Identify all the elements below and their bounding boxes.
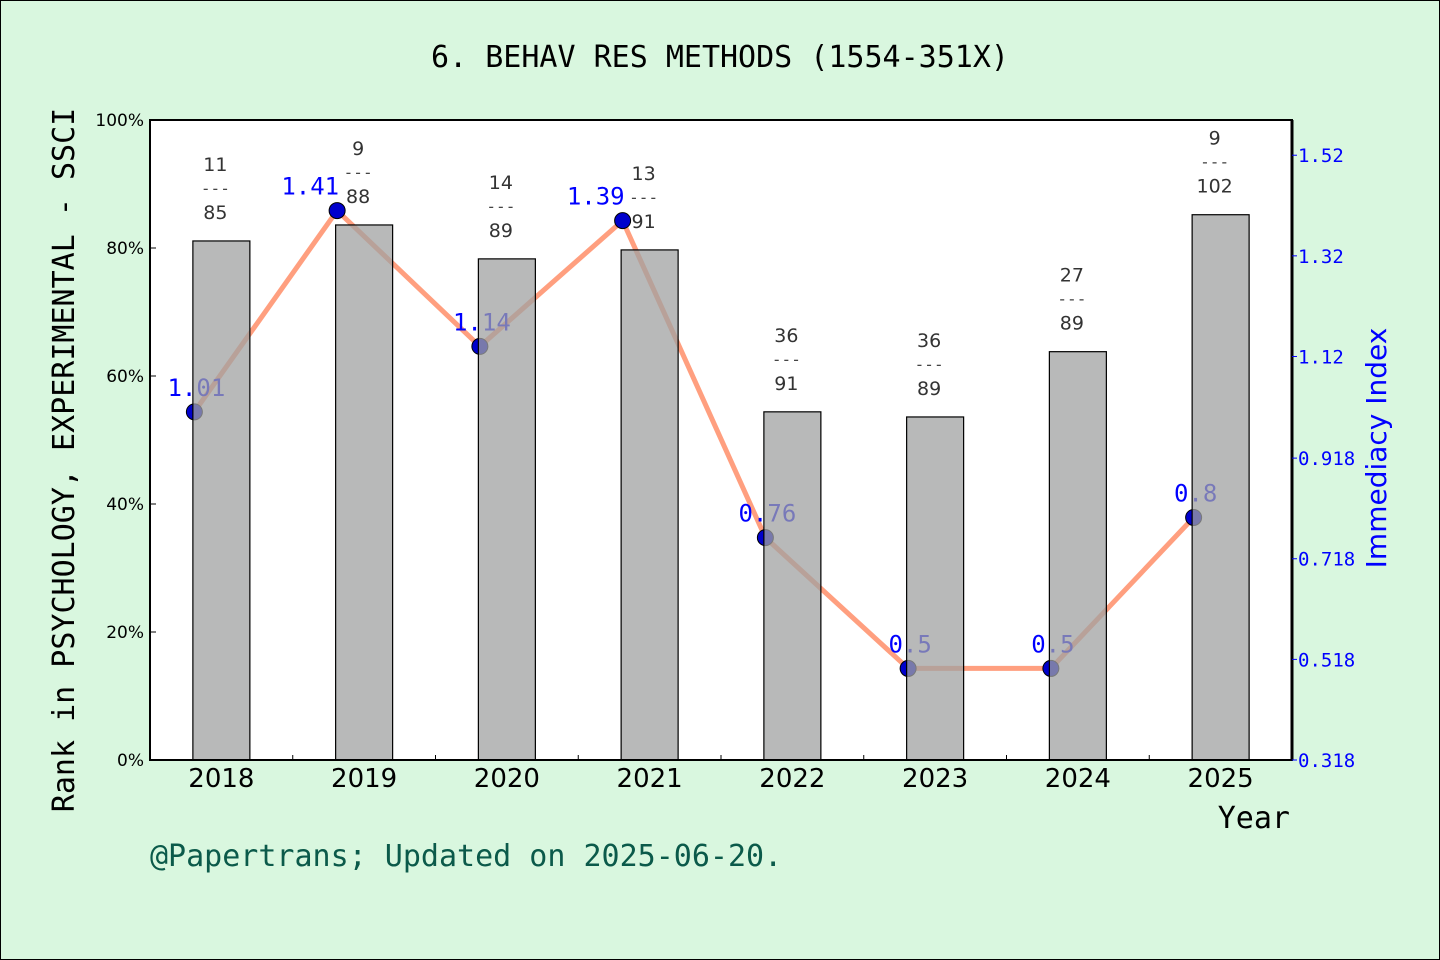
- rank-bar: [620, 249, 679, 761]
- rank-total: 102: [1196, 176, 1232, 198]
- rank-total: 91: [632, 211, 656, 233]
- rank-label: 11: [203, 154, 227, 176]
- x-tick-label: 2022: [759, 764, 825, 794]
- rank-bar: [192, 240, 251, 761]
- y-right-tick-label: 1.52: [1298, 145, 1344, 167]
- y-left-tick-label: 40%: [106, 495, 144, 515]
- rank-total: 85: [203, 202, 227, 224]
- rank-separator: ---: [629, 188, 658, 207]
- x-tick-label: 2019: [331, 764, 397, 794]
- rank-label: 36: [917, 330, 941, 352]
- rank-label: 36: [774, 325, 798, 347]
- y-left-tick-label: 100%: [95, 111, 144, 131]
- x-tick-label: 2024: [1045, 764, 1111, 794]
- rank-total: 89: [917, 378, 941, 400]
- rank-total: 88: [346, 186, 370, 208]
- y-left-tick-label: 0%: [117, 751, 144, 771]
- x-tick-label: 2020: [474, 764, 540, 794]
- y-left-tick-label: 20%: [106, 623, 144, 643]
- rank-label: 9: [1209, 128, 1221, 150]
- y-right-tick-label: 1.32: [1298, 246, 1344, 268]
- immediacy-point: [614, 212, 632, 230]
- immediacy-label: 1.39: [567, 183, 625, 211]
- y-right-tick-label: 1.12: [1298, 346, 1344, 368]
- rank-bar: [477, 258, 536, 761]
- x-tick-label: 2018: [188, 764, 254, 794]
- rank-separator: ---: [201, 179, 230, 198]
- rank-total: 91: [774, 373, 798, 395]
- y-right-tick-label: 0.918: [1298, 448, 1355, 470]
- y-axis-left-label: Rank in PSYCHOLOGY, EXPERIMENTAL - SSCI: [47, 108, 82, 812]
- rank-label: 13: [632, 163, 656, 185]
- y-right-tick-label: 0.718: [1298, 549, 1355, 571]
- y-left-tick-label: 60%: [106, 367, 144, 387]
- rank-separator: ---: [1057, 290, 1086, 309]
- y-right-tick-label: 0.518: [1298, 649, 1355, 671]
- immediacy-label: 1.41: [281, 173, 339, 201]
- chart-title: 6. BEHAV RES METHODS (1554-351X): [431, 40, 1009, 75]
- rank-total: 89: [1060, 313, 1084, 335]
- x-tick-label: 2023: [902, 764, 968, 794]
- rank-bar: [1048, 351, 1107, 761]
- rank-separator: ---: [1200, 153, 1229, 172]
- y-left-tick-label: 80%: [106, 239, 144, 259]
- rank-separator: ---: [486, 197, 515, 216]
- rank-label: 9: [352, 138, 364, 160]
- x-axis-label: Year: [1218, 801, 1290, 836]
- x-tick-label: 2021: [617, 764, 683, 794]
- rank-label: 27: [1060, 265, 1084, 287]
- rank-bar: [906, 416, 965, 761]
- y-axis-right-label: Immediacy Index: [1360, 328, 1393, 569]
- rank-separator: ---: [915, 355, 944, 374]
- footer-credit: @Papertrans; Updated on 2025-06-20.: [150, 839, 782, 874]
- rank-total: 89: [489, 220, 513, 242]
- rank-bar: [1191, 214, 1250, 761]
- rank-bar: [335, 224, 394, 761]
- y-right-tick-label: 0.318: [1298, 750, 1355, 772]
- immediacy-point: [328, 202, 346, 220]
- rank-label: 14: [489, 172, 513, 194]
- rank-bar: [763, 411, 822, 761]
- x-tick-label: 2025: [1188, 764, 1254, 794]
- rank-separator: ---: [344, 163, 373, 182]
- rank-separator: ---: [772, 350, 801, 369]
